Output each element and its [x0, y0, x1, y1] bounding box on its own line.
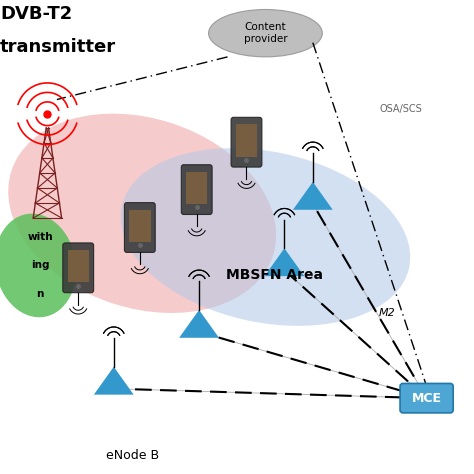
FancyBboxPatch shape: [67, 250, 89, 282]
FancyBboxPatch shape: [129, 210, 151, 242]
Text: with: with: [27, 232, 53, 242]
Text: Content
provider: Content provider: [244, 22, 287, 44]
Ellipse shape: [209, 9, 322, 57]
Text: transmitter: transmitter: [0, 38, 116, 56]
Ellipse shape: [8, 114, 276, 313]
FancyBboxPatch shape: [186, 172, 208, 204]
Text: MBSFN Area: MBSFN Area: [227, 268, 323, 282]
Polygon shape: [293, 182, 333, 210]
Polygon shape: [94, 367, 134, 395]
FancyBboxPatch shape: [400, 383, 453, 413]
Text: M2: M2: [379, 308, 396, 318]
Text: eNode B: eNode B: [106, 448, 159, 462]
FancyBboxPatch shape: [124, 203, 155, 252]
Ellipse shape: [0, 214, 76, 317]
Text: MCE: MCE: [411, 392, 442, 405]
Text: OSA/SCS: OSA/SCS: [379, 104, 422, 114]
Text: DVB-T2: DVB-T2: [0, 5, 72, 23]
FancyBboxPatch shape: [181, 165, 212, 215]
Ellipse shape: [120, 148, 410, 326]
FancyBboxPatch shape: [236, 124, 257, 156]
FancyBboxPatch shape: [231, 118, 262, 167]
FancyBboxPatch shape: [63, 243, 94, 292]
Polygon shape: [264, 248, 304, 276]
Text: n: n: [36, 289, 44, 299]
Polygon shape: [179, 310, 219, 338]
Text: ing: ing: [31, 260, 50, 271]
